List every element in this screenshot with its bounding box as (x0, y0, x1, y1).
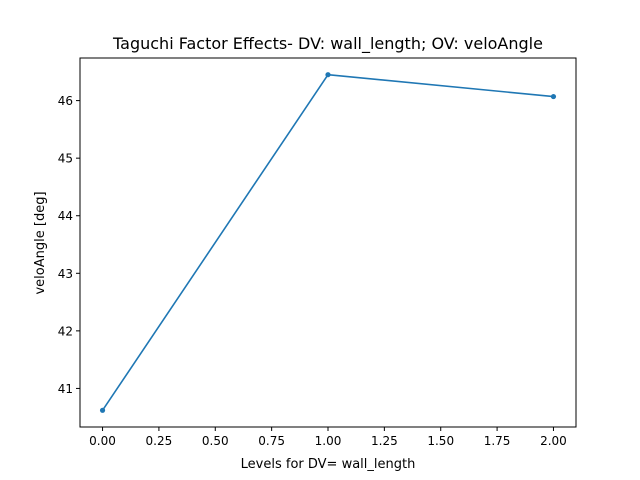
y-axis-label: veloAngle [deg] (33, 191, 48, 294)
plot-frame (79, 57, 577, 428)
y-tick-label: 45 (58, 152, 73, 166)
chart-title: Taguchi Factor Effects- DV: wall_length;… (112, 34, 543, 54)
x-tick-label: 1.25 (371, 434, 398, 448)
data-point (325, 72, 331, 78)
plot-area: 0.00 0.25 0.50 0.75 1.00 1.25 1.50 1.75 2.00 41 42… (58, 72, 567, 448)
y-tick-label: 43 (58, 267, 73, 281)
data-point (550, 93, 557, 100)
y-tick-label: 44 (58, 209, 73, 223)
y-tick-label: 42 (58, 324, 73, 338)
series-line (101, 73, 554, 411)
x-tick-label: 1.75 (484, 434, 511, 448)
y-tick-label: 41 (58, 382, 73, 396)
x-tick-label: 0.50 (202, 434, 229, 448)
x-tick-label: 0.75 (258, 434, 285, 448)
y-tick-label: 46 (58, 94, 73, 108)
x-tick-label: 1.00 (315, 434, 342, 448)
data-point (99, 407, 106, 413)
x-axis-label: Levels for DV= wall_length (241, 457, 416, 472)
x-tick-label: 1.50 (427, 434, 454, 448)
x-tick-label: 0.25 (146, 434, 173, 448)
x-tick-label: 2.00 (540, 434, 567, 448)
x-tick-label: 0.00 (89, 434, 116, 448)
